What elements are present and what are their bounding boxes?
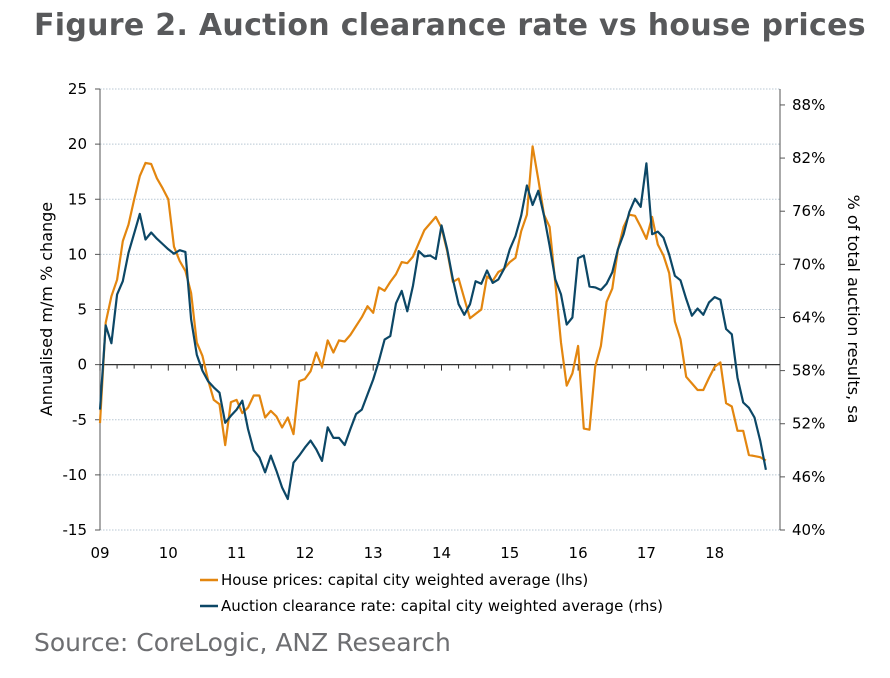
x-tick-label: 16: [569, 544, 588, 562]
y-tick-label-right: 46%: [792, 468, 825, 486]
y-tick-label-right: 88%: [792, 96, 825, 114]
x-tick-label: 10: [159, 544, 178, 562]
legend-label-house-prices: House prices: capital city weighted aver…: [221, 571, 588, 589]
tick-labels: 25 20 15 10 5 0 -5 -10 -15 88% 82% 76% 70% 64% 58% 52% 4…: [63, 80, 826, 562]
legend: House prices: capital city weighted aver…: [200, 571, 663, 615]
y-tick-label-left: 0: [77, 356, 87, 374]
y-tick-label-right: 52%: [792, 415, 825, 433]
legend-label-clearance-rate: Auction clearance rate: capital city wei…: [221, 597, 663, 615]
y-tick-label-right: 82%: [792, 149, 825, 167]
y-tick-label-left: -10: [63, 466, 88, 484]
x-tick-label: 13: [364, 544, 383, 562]
source-note: Source: CoreLogic, ANZ Research: [34, 628, 451, 657]
series-line-house-prices: [98, 145, 767, 462]
y-tick-label-left: 15: [68, 190, 87, 208]
y-tick-label-left: -5: [72, 411, 87, 429]
series-lines: [98, 145, 767, 501]
y-axis-label-right: % of total auction results, sa: [844, 195, 863, 424]
y-tick-label-left: 5: [77, 301, 87, 319]
x-tick-label: 18: [705, 544, 724, 562]
chart-title: Figure 2. Auction clearance rate vs hous…: [34, 8, 866, 43]
y-tick-label-left: -15: [63, 521, 88, 539]
x-tick-label: 15: [500, 544, 519, 562]
axes: [95, 88, 785, 531]
y-tick-label-left: 25: [68, 80, 87, 98]
y-tick-label-left: 20: [68, 135, 87, 153]
y-tick-label-right: 64%: [792, 308, 825, 326]
x-tick-label: 14: [432, 544, 451, 562]
x-tick-label: 12: [295, 544, 314, 562]
y-tick-label-right: 76%: [792, 202, 825, 220]
y-axis-label-left: Annualised m/m % change: [37, 202, 56, 416]
x-tick-label: 09: [90, 544, 109, 562]
y-tick-label-right: 40%: [792, 521, 825, 539]
series-line-clearance-rate: [98, 162, 767, 501]
gridlines: [100, 88, 780, 531]
y-tick-label-left: 10: [68, 245, 87, 263]
x-tick-label: 11: [227, 544, 246, 562]
y-tick-label-right: 70%: [792, 255, 825, 273]
y-tick-label-right: 58%: [792, 362, 825, 380]
x-tick-label: 17: [637, 544, 656, 562]
